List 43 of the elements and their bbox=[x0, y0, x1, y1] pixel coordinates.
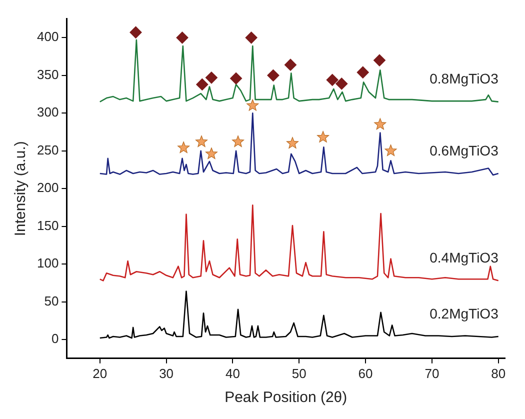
point bbox=[317, 130, 330, 142]
series-label: 0.2MgTiO3 bbox=[430, 305, 499, 322]
point bbox=[230, 72, 242, 84]
point bbox=[286, 137, 298, 148]
series-label: 0.6MgTiO3 bbox=[430, 142, 499, 158]
series-label: 0.4MgTiO3 bbox=[430, 250, 499, 266]
x-tick-label: 30 bbox=[159, 366, 174, 381]
y-tick-label: 250 bbox=[36, 142, 59, 158]
y-tick-label: 100 bbox=[36, 256, 59, 271]
point bbox=[195, 136, 208, 147]
point bbox=[178, 142, 190, 153]
point bbox=[374, 118, 386, 130]
x-tick-label: 70 bbox=[424, 366, 440, 381]
y-tick-label: 400 bbox=[36, 29, 59, 44]
point bbox=[384, 144, 397, 156]
point bbox=[284, 58, 296, 71]
point bbox=[245, 32, 258, 44]
point bbox=[326, 74, 338, 86]
point bbox=[205, 72, 218, 84]
point bbox=[373, 54, 386, 66]
y-axis-title: Intensity (a.u.) bbox=[12, 141, 30, 236]
series-label: 0.8MgTiO3 bbox=[430, 70, 499, 87]
point bbox=[246, 99, 259, 111]
point bbox=[336, 78, 348, 90]
y-tick-label: 0 bbox=[51, 331, 59, 346]
y-tick-label: 150 bbox=[36, 218, 59, 233]
x-tick-label: 50 bbox=[292, 366, 306, 381]
x-tick-label: 20 bbox=[92, 366, 108, 381]
point bbox=[356, 66, 369, 78]
x-tick-label: 40 bbox=[225, 366, 240, 381]
point bbox=[196, 78, 208, 90]
point bbox=[267, 69, 280, 82]
y-tick-label: 300 bbox=[36, 104, 59, 120]
y-tick-label: 350 bbox=[36, 66, 59, 82]
point bbox=[205, 148, 218, 160]
point bbox=[130, 26, 142, 38]
point bbox=[232, 136, 244, 147]
y-tick-label: 50 bbox=[44, 293, 59, 308]
y-tick-label: 200 bbox=[36, 180, 59, 196]
point bbox=[176, 32, 188, 44]
x-tick-label: 80 bbox=[491, 366, 506, 381]
x-axis-title: Peak Position (2θ) bbox=[224, 389, 348, 406]
x-tick-label: 60 bbox=[358, 366, 373, 381]
